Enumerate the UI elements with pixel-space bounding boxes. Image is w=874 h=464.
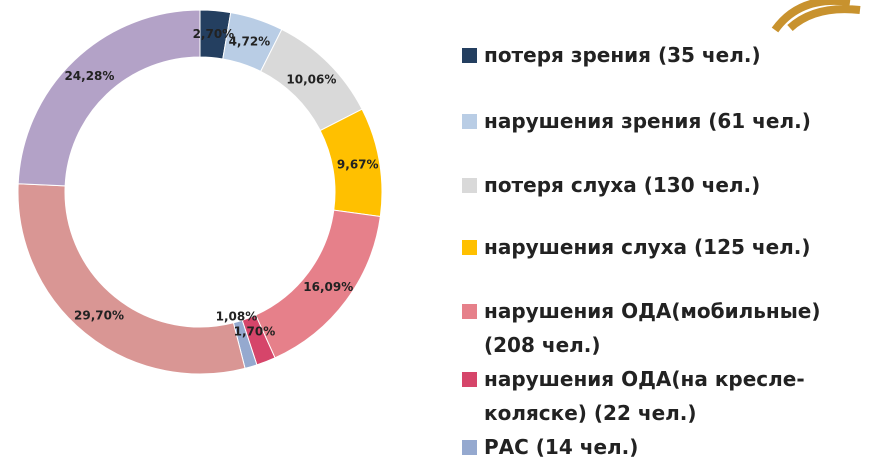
logo <box>771 0 861 33</box>
chart: 2,70%4,72% 10,06% 9,67% 16,09% 1,70%1,08% 29,… <box>17 0 861 375</box>
legend-label: потеря слуха (130 чел.) <box>484 173 761 197</box>
legend-item: потеря слуха (130 чел.) <box>462 168 862 202</box>
legend-swatch <box>462 48 477 63</box>
legend: потеря зрения (35 чел.) нарушения зрения … <box>462 38 862 464</box>
legend-swatch <box>462 114 477 129</box>
legend-label: нарушения слуха (125 чел.) <box>484 235 811 259</box>
legend-item: нарушения слуха (125 чел.) <box>462 230 862 264</box>
legend-label: потеря зрения (35 чел.) <box>484 43 761 67</box>
legend-swatch <box>462 372 477 387</box>
legend-label: нарушения зрения (61 чел.) <box>484 109 811 133</box>
data-label: 10,06% <box>286 72 336 86</box>
legend-item: нарушения ОДА(мобильные) (208 чел.) <box>462 294 862 362</box>
data-label: 1,70% <box>234 324 276 338</box>
page: 2,70% 4,72% 10,06% 9,67% 16,09% 1,70% 1,08% 29,… <box>17 0 861 459</box>
donut-slice <box>17 183 246 375</box>
legend-label: РАС (14 чел.) <box>484 435 639 459</box>
data-label: 2,70% <box>193 27 235 41</box>
data-label: 16,09% <box>303 280 353 294</box>
legend-swatch <box>462 178 477 193</box>
legend-label: нарушения ОДА(на кресле-коляске) (22 чел… <box>484 367 805 425</box>
legend-swatch <box>462 240 477 255</box>
data-label: 29,70% <box>74 309 124 323</box>
legend-item: нарушения ОДА(на кресле-коляске) (22 чел… <box>462 362 862 430</box>
data-label: 4,72% <box>229 34 271 48</box>
legend-item: потеря зрения (35 чел.) <box>462 38 862 72</box>
legend-item: РАС (14 чел.) <box>462 430 862 464</box>
legend-label: нарушения ОДА(мобильные) (208 чел.) <box>484 299 821 357</box>
data-label: 9,67% <box>337 158 379 172</box>
legend-item: нарушения зрения (61 чел.) <box>462 104 862 138</box>
data-label: 24,28% <box>64 69 114 83</box>
legend-swatch <box>462 304 477 319</box>
donut-slice <box>17 9 201 187</box>
data-label: 1,08% <box>216 309 258 323</box>
